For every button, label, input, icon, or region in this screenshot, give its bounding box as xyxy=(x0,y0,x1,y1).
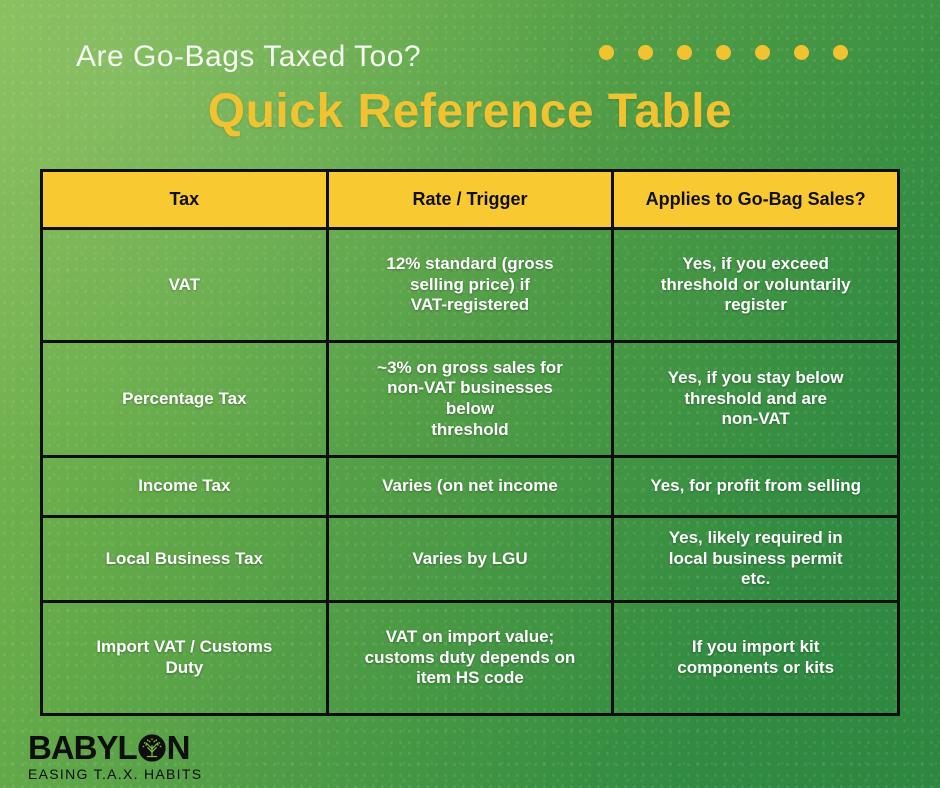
dot-icon xyxy=(599,45,614,60)
cell-applies: Yes, if you exceed threshold or voluntar… xyxy=(611,227,900,343)
cell-rate: VAT on import value; customs duty depend… xyxy=(325,600,615,716)
column-header-applies: Applies to Go-Bag Sales? xyxy=(611,169,900,230)
table-row-income-tax: Income Tax Varies (on net income Yes, fo… xyxy=(40,455,900,518)
brand-wordmark: BABYL xyxy=(28,731,202,764)
cell-applies: Yes, if you stay below threshold and are… xyxy=(611,340,900,458)
cell-tax: VAT xyxy=(40,227,329,343)
table-row-local-business-tax: Local Business Tax Varies by LGU Yes, li… xyxy=(40,515,900,603)
column-header-tax: Tax xyxy=(40,169,329,230)
cell-tax: Percentage Tax xyxy=(40,340,329,458)
cell-applies: Yes, likely required in local business p… xyxy=(611,515,900,603)
dot-icon xyxy=(794,45,809,60)
brand-logo: BABYL xyxy=(28,731,202,782)
tree-icon xyxy=(138,733,166,762)
page-subtitle: Are Go-Bags Taxed Too? xyxy=(76,40,422,73)
dot-icon xyxy=(755,45,770,60)
cell-applies: Yes, for profit from selling xyxy=(611,455,900,518)
brand-text-prefix: BABYL xyxy=(28,729,138,766)
table-row-import-vat-customs-duty: Import VAT / Customs Duty VAT on import … xyxy=(40,600,900,716)
column-header-rate-trigger: Rate / Trigger xyxy=(325,169,615,230)
cell-rate: 12% standard (gross selling price) if VA… xyxy=(325,227,615,343)
cell-rate: ~3% on gross sales for non-VAT businesse… xyxy=(325,340,615,458)
dot-icon xyxy=(833,45,848,60)
page-title: Quick Reference Table xyxy=(207,85,733,138)
dot-icon xyxy=(677,45,692,60)
cell-rate: Varies by LGU xyxy=(325,515,615,603)
table-row-percentage-tax: Percentage Tax ~3% on gross sales for no… xyxy=(40,340,900,458)
table-row-vat: VAT 12% standard (gross selling price) i… xyxy=(40,227,900,343)
tax-reference-table: Tax Rate / Trigger Applies to Go-Bag Sal… xyxy=(40,169,900,716)
dot-icon xyxy=(638,45,653,60)
dot-icon xyxy=(716,45,731,60)
cell-rate: Varies (on net income xyxy=(325,455,615,518)
brand-text-suffix: N xyxy=(166,729,191,766)
table-header-row: Tax Rate / Trigger Applies to Go-Bag Sal… xyxy=(40,169,900,230)
cell-applies: If you import kit components or kits xyxy=(611,600,900,716)
cell-tax: Local Business Tax xyxy=(40,515,329,603)
brand-tagline: EASING T.A.X. HABITS xyxy=(28,766,203,782)
decorative-dots xyxy=(599,45,848,60)
cell-tax: Import VAT / Customs Duty xyxy=(40,600,329,716)
cell-tax: Income Tax xyxy=(40,455,329,518)
